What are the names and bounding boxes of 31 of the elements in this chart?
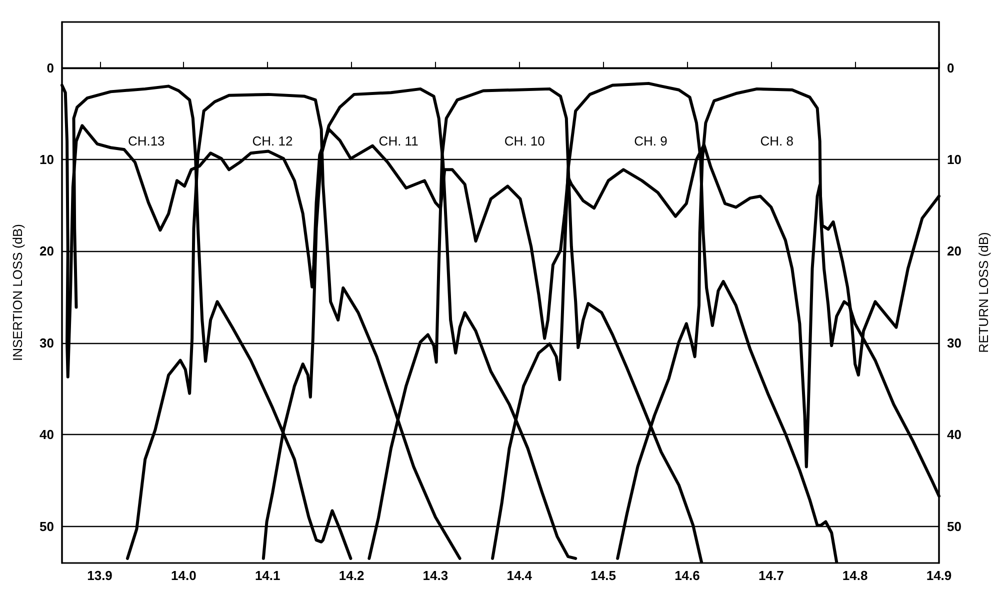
y-tick-label: 50: [40, 518, 54, 534]
x-tick-label: 14.3: [422, 568, 448, 583]
y2-tick-label: 50: [947, 518, 962, 534]
y2-tick-label: 40: [947, 427, 962, 442]
annotation: CH. 9: [634, 134, 668, 148]
x-tick-label: 14.0: [171, 568, 196, 583]
x-tick-label: 14.1: [254, 568, 280, 583]
y-tick-label: 10: [40, 152, 54, 168]
y-axis-title: INSERTION LOSS (dB): [10, 224, 25, 362]
y-tick-label: 20: [40, 244, 54, 259]
y2-tick-label: 10: [947, 152, 962, 168]
y-tick-label: 30: [40, 335, 54, 350]
x-tick-label: 14.2: [338, 568, 364, 583]
x-tick-label: 14.7: [758, 568, 784, 583]
x-tick-label: 14.8: [842, 568, 868, 583]
annotation: CH.13: [128, 134, 165, 148]
annotation: CH. 10: [504, 134, 545, 148]
x-tick-label: 14.6: [674, 568, 700, 583]
x-tick-label: 13.9: [87, 568, 112, 583]
y-tick-label: 0: [46, 60, 54, 76]
y2-tick-label: 0: [947, 60, 954, 76]
annotation: CH. 12: [252, 134, 293, 148]
annotation: CH. 11: [378, 134, 418, 148]
x-tick-label: 14.9: [926, 568, 952, 583]
y-tick-label: 40: [40, 427, 54, 442]
y2-tick-label: 20: [947, 244, 962, 259]
y2-axis-title: RETURN LOSS (dB): [976, 232, 991, 353]
annotation: CH. 8: [760, 134, 794, 148]
x-tick-label: 14.5: [590, 568, 616, 583]
x-tick-label: 14.4: [506, 568, 533, 583]
y2-tick-label: 30: [947, 335, 962, 350]
